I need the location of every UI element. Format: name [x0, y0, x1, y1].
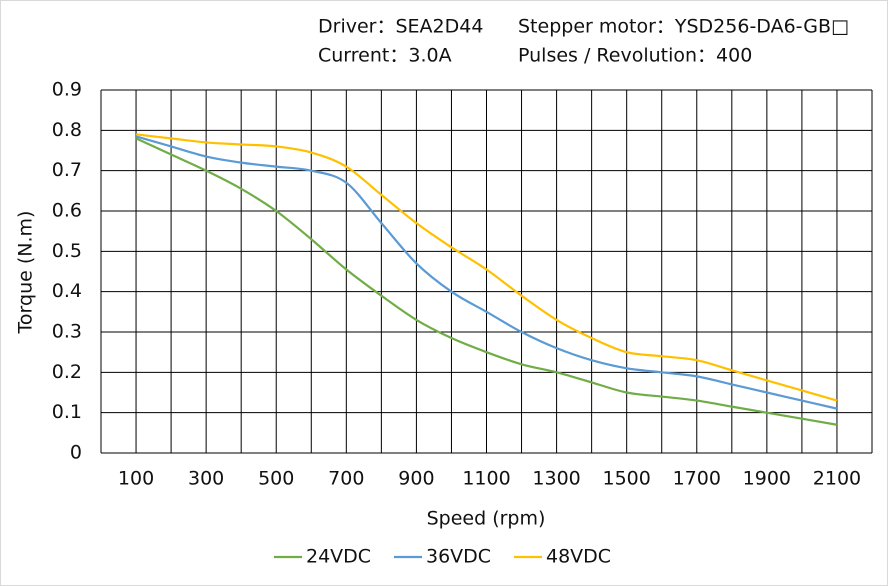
y-tick-label: 0.4	[52, 280, 82, 302]
x-tick-label: 1900	[743, 468, 791, 490]
x-tick-label: 1300	[532, 468, 580, 490]
legend-label: 24VDC	[306, 546, 371, 568]
y-tick-label: 0.6	[52, 200, 82, 222]
header-text: Pulses / Revolution：400	[518, 45, 752, 67]
y-tick-label: 0.9	[52, 79, 82, 101]
legend-label: 48VDC	[546, 546, 611, 568]
x-tick-label: 2100	[813, 468, 861, 490]
legend-label: 36VDC	[426, 546, 491, 568]
x-tick-label: 500	[258, 468, 294, 490]
series-line	[135, 133, 838, 402]
x-tick-label: 1700	[673, 468, 721, 490]
header-text: Current：3.0A	[318, 45, 452, 67]
y-tick-label: 0.3	[52, 321, 82, 343]
y-tick-label: 0.8	[52, 119, 82, 141]
series-line	[135, 137, 838, 426]
y-tick-label: 0.2	[52, 361, 82, 383]
y-tick-label: 0.5	[52, 240, 82, 262]
header-text: Driver：SEA2D44	[318, 16, 483, 38]
y-tick-label: 0	[70, 442, 82, 464]
x-tick-label: 100	[118, 468, 154, 490]
x-tick-label: 1100	[462, 468, 510, 490]
y-axis-label: Torque (N.m)	[15, 211, 37, 335]
x-tick-label: 700	[328, 468, 364, 490]
x-axis-label: Speed (rpm)	[427, 508, 546, 530]
x-tick-label: 900	[398, 468, 434, 490]
x-tick-label: 1500	[603, 468, 651, 490]
x-tick-label: 300	[188, 468, 224, 490]
series-line	[135, 135, 838, 410]
y-tick-label: 0.1	[52, 401, 82, 423]
header-text: Stepper motor：YSD256-DA6-GB□	[518, 16, 849, 38]
y-tick-label: 0.7	[52, 159, 82, 181]
